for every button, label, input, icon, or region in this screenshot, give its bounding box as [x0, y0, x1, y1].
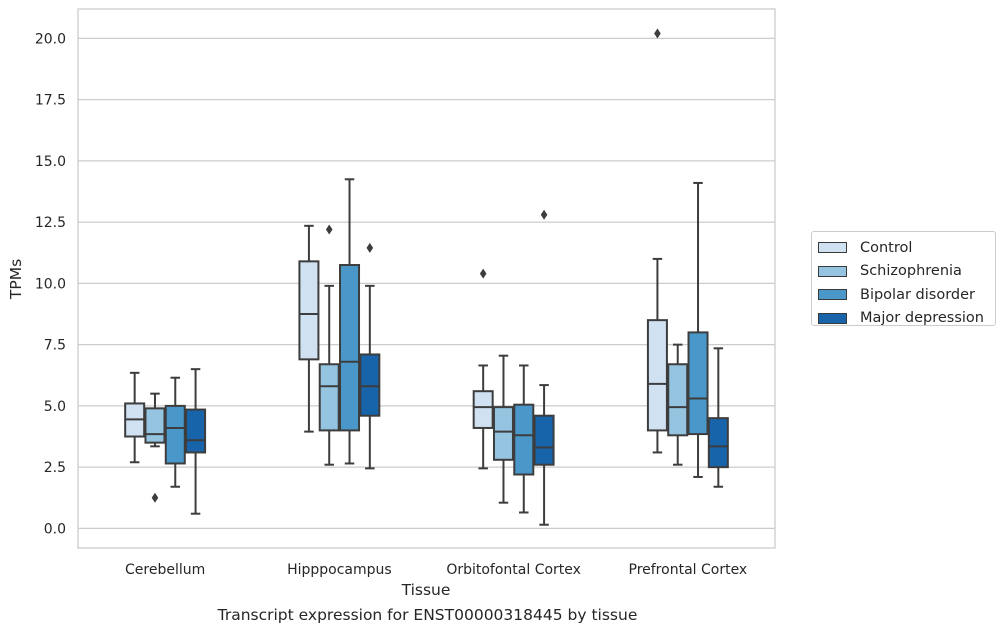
box-control	[298, 224, 320, 433]
legend-item: Control	[818, 236, 995, 260]
y-tick-label: 12.5	[35, 215, 66, 231]
grid-lines	[78, 37, 775, 530]
box-schizophrenia	[144, 392, 166, 503]
box-iqr	[667, 363, 689, 437]
box-bipolar-disorder	[513, 364, 535, 514]
x-tick-label: Orbitofontal Cortex	[446, 562, 581, 578]
outlier-point	[366, 242, 374, 253]
x-tick-label: Cerebellum	[125, 562, 205, 578]
box-major-depression	[185, 368, 207, 515]
box-bipolar-disorder	[164, 376, 186, 488]
box-iqr	[339, 264, 361, 432]
box-iqr	[492, 406, 514, 461]
y-tick-label: 17.5	[35, 93, 66, 109]
legend: Control Schizophrenia Bipolar disorder Majo…	[811, 231, 996, 326]
x-tick-label: Hipppocampus	[287, 562, 392, 578]
legend-swatch	[818, 242, 847, 254]
box-schizophrenia	[492, 354, 514, 504]
outlier-point	[654, 28, 661, 39]
box-iqr	[472, 390, 494, 429]
box-iqr	[513, 403, 535, 476]
outlier-point	[479, 268, 487, 279]
y-tick-label: 15.0	[35, 154, 66, 170]
x-tick-label: Prefrontal Cortex	[629, 562, 748, 578]
y-tick-labels: 0.0 2.5 5.0 7.5 10.0 12.5 15.0 17.5 20.0	[35, 31, 66, 537]
y-tick-label: 5.0	[44, 399, 66, 415]
box-iqr	[318, 363, 340, 432]
box-schizophrenia	[667, 343, 689, 466]
legend-swatch	[818, 265, 847, 277]
box-control	[646, 28, 668, 454]
figure-caption: Transcript expression for ENST0000031844…	[217, 606, 638, 624]
box-control	[124, 371, 146, 464]
outlier-point	[325, 224, 333, 235]
legend-label: Control	[860, 239, 913, 256]
box-iqr	[298, 260, 320, 361]
box-iqr	[646, 319, 668, 432]
box-iqr	[533, 414, 555, 466]
y-tick-label: 2.5	[44, 460, 66, 476]
y-tick-label: 20.0	[35, 31, 66, 47]
legend-label: Major depression	[860, 310, 984, 327]
box-iqr	[185, 408, 207, 454]
legend-label: Schizophrenia	[860, 263, 962, 280]
box-major-depression	[359, 242, 381, 470]
legend-item: Major depression	[818, 307, 995, 331]
legend-item: Bipolar disorder	[818, 283, 995, 307]
y-tick-label: 0.0	[44, 521, 66, 537]
box-bipolar-disorder	[687, 181, 709, 478]
y-axis-title: TPMs	[7, 259, 25, 300]
legend-swatch	[818, 289, 847, 301]
box-iqr	[707, 417, 729, 469]
x-tick-labels: Cerebellum Hipppocampus Orbitofontal Corte…	[125, 562, 747, 578]
box-schizophrenia	[318, 224, 340, 466]
box-groups	[124, 28, 729, 526]
y-tick-label: 10.0	[35, 276, 66, 292]
outlier-point	[540, 209, 548, 220]
legend-label: Bipolar disorder	[860, 286, 975, 303]
box-bipolar-disorder	[339, 178, 361, 465]
box-iqr	[687, 331, 709, 436]
y-tick-label: 7.5	[44, 338, 66, 354]
box-iqr	[144, 407, 166, 444]
box-control	[472, 268, 494, 470]
plot-frame	[77, 8, 776, 549]
x-axis-title: Tissue	[401, 581, 451, 599]
box-iqr	[164, 404, 186, 465]
box-major-depression	[707, 347, 729, 488]
legend-item: Schizophrenia	[818, 260, 995, 284]
outlier-point	[151, 492, 159, 503]
box-major-depression	[533, 209, 555, 526]
legend-swatch	[818, 312, 847, 324]
box-iqr	[359, 353, 381, 417]
